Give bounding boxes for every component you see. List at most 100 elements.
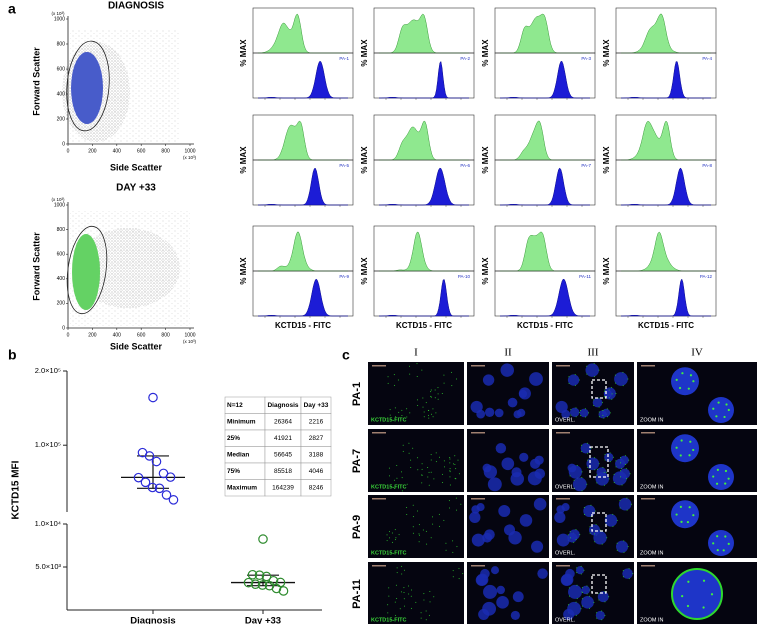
signal-dot bbox=[722, 549, 725, 552]
signal-dot bbox=[581, 471, 583, 473]
signal-dot bbox=[575, 539, 577, 541]
micrograph bbox=[467, 429, 549, 492]
signal-dot bbox=[394, 529, 396, 531]
signal-dot bbox=[419, 534, 421, 536]
signal-dot bbox=[689, 374, 693, 377]
table-text: Diagnosis bbox=[267, 402, 298, 409]
histogram-blue bbox=[621, 61, 711, 99]
signal-dot bbox=[580, 573, 582, 575]
signal-dot bbox=[428, 614, 430, 616]
signal-dot bbox=[675, 446, 678, 449]
nucleus bbox=[565, 568, 575, 579]
signal-dot bbox=[596, 474, 598, 476]
signal-dot bbox=[423, 599, 425, 601]
axis-title: % MAX bbox=[602, 146, 611, 174]
signal-dot bbox=[391, 532, 393, 534]
signal-dot bbox=[613, 473, 615, 475]
x-tick-label: 0 bbox=[67, 332, 70, 338]
signal-dot bbox=[396, 572, 398, 574]
signal-dot bbox=[686, 604, 690, 608]
signal-dot bbox=[611, 387, 613, 389]
histogram-green bbox=[258, 120, 348, 161]
signal-dot bbox=[725, 403, 728, 406]
signal-dot bbox=[588, 412, 590, 414]
signal-dot bbox=[596, 612, 598, 614]
signal-dot bbox=[724, 469, 728, 473]
data-point bbox=[161, 490, 172, 500]
signal-dot bbox=[451, 371, 453, 373]
signal-dot bbox=[423, 593, 425, 595]
signal-dot bbox=[608, 389, 610, 391]
nucleus bbox=[490, 566, 500, 575]
nucleus bbox=[671, 367, 699, 396]
nucleus bbox=[510, 472, 525, 486]
signal-dot bbox=[582, 605, 584, 607]
signal-dot bbox=[612, 513, 614, 515]
data-point bbox=[271, 583, 282, 594]
table-text: Median bbox=[227, 451, 249, 458]
signal-dot bbox=[455, 468, 457, 470]
signal-dot bbox=[629, 473, 631, 475]
signal-dot bbox=[386, 534, 388, 536]
x-tick-label: 0 bbox=[67, 148, 70, 154]
signal-dot bbox=[403, 587, 405, 589]
signal-dot bbox=[409, 365, 411, 367]
nucleus bbox=[603, 389, 613, 399]
nucleus bbox=[483, 584, 498, 599]
signal-dot bbox=[568, 382, 570, 384]
signal-dot bbox=[568, 595, 570, 597]
signal-dot bbox=[416, 376, 418, 378]
signal-dot bbox=[569, 531, 571, 533]
signal-dot bbox=[427, 476, 429, 478]
image-label: ZOOM IN bbox=[640, 617, 664, 623]
signal-dot bbox=[688, 506, 691, 509]
signal-dot bbox=[596, 482, 598, 484]
scale-bar bbox=[556, 365, 570, 367]
signal-dot bbox=[425, 610, 427, 612]
axis-title: Forward Scatter bbox=[31, 47, 41, 116]
signal-dot bbox=[429, 601, 431, 603]
histogram-blue bbox=[500, 60, 590, 99]
signal-dot bbox=[438, 513, 440, 515]
nucleus bbox=[581, 585, 590, 595]
signal-dot bbox=[609, 412, 611, 414]
axis-title: % MAX bbox=[481, 257, 490, 285]
data-point bbox=[148, 392, 158, 403]
scale-note: (x 10³) bbox=[51, 197, 65, 202]
nucleus bbox=[534, 455, 544, 465]
signal-dot bbox=[401, 477, 403, 479]
signal-dot bbox=[606, 537, 608, 539]
signal-dot bbox=[576, 584, 578, 586]
image-label: KCTD15-FITC bbox=[371, 617, 406, 623]
image-label: OVERL. bbox=[555, 417, 576, 423]
axis-title: % MAX bbox=[239, 39, 248, 67]
signal-dot bbox=[430, 459, 432, 461]
signal-dot bbox=[417, 510, 419, 512]
gate bbox=[66, 40, 110, 132]
signal-dot bbox=[717, 401, 720, 404]
sample-label: PA-7 bbox=[581, 163, 591, 168]
data-point bbox=[144, 451, 155, 461]
signal-dot bbox=[420, 612, 422, 614]
nucleus bbox=[618, 497, 632, 511]
signal-dot bbox=[586, 593, 588, 595]
signal-dot bbox=[601, 619, 603, 621]
signal-dot bbox=[594, 510, 596, 512]
data-point bbox=[165, 472, 176, 482]
histogram-frame bbox=[615, 52, 717, 99]
signal-dot bbox=[402, 450, 404, 452]
image-label: ZOOM IN bbox=[640, 417, 664, 423]
micrograph: OVERL. bbox=[552, 562, 634, 624]
histogram-blue bbox=[621, 278, 711, 317]
signal-dot bbox=[598, 416, 600, 418]
signal-dot bbox=[602, 414, 604, 416]
signal-dot bbox=[410, 595, 412, 597]
column-header: I bbox=[414, 347, 418, 359]
signal-dot bbox=[612, 456, 614, 458]
signal-dot bbox=[604, 389, 606, 391]
column-header: III bbox=[588, 347, 599, 359]
signal-dot bbox=[598, 593, 600, 595]
signal-dot bbox=[432, 523, 434, 525]
signal-dot bbox=[632, 573, 634, 575]
axis-title: KCTD15 - FITC bbox=[275, 321, 331, 330]
